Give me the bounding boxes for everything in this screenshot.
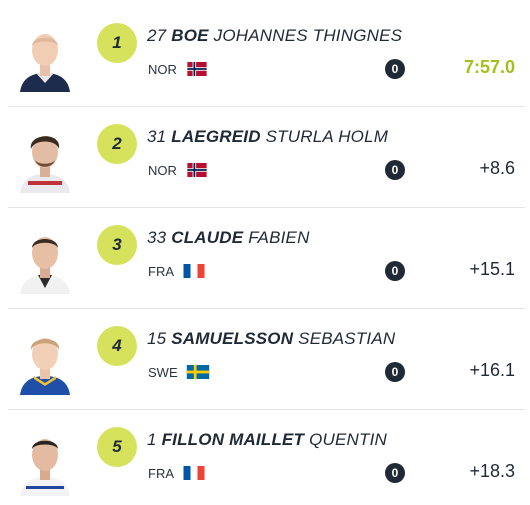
- penalty-badge: 0: [385, 59, 405, 79]
- athlete-name: 33 CLAUDE FABIEN: [147, 228, 310, 248]
- result-row[interactable]: 4 15 SAMUELSSON SEBASTIAN SWE 0 +16.1: [8, 309, 525, 410]
- rank-badge: 4: [97, 326, 137, 366]
- athlete-name: 15 SAMUELSSON SEBASTIAN: [147, 329, 395, 349]
- athlete-avatar: [16, 430, 74, 496]
- country: FRA: [148, 263, 206, 279]
- athlete-avatar: [16, 127, 74, 193]
- norway-flag-icon: [185, 62, 209, 76]
- rank-badge: 3: [97, 225, 137, 265]
- last-name: SAMUELSSON: [171, 329, 294, 348]
- country-code: FRA: [148, 465, 174, 481]
- rank-badge: 1: [97, 23, 137, 63]
- bib-number: 31: [147, 127, 167, 146]
- penalty-badge: 0: [385, 261, 405, 281]
- athlete-avatar: [16, 329, 74, 395]
- bib-number: 15: [147, 329, 167, 348]
- country-code: FRA: [148, 263, 174, 279]
- rank-badge: 5: [97, 427, 137, 467]
- last-name: BOE: [171, 26, 209, 45]
- country: NOR: [148, 162, 209, 178]
- result-time: +15.1: [469, 259, 515, 279]
- result-row[interactable]: 5 1 FILLON MAILLET QUENTIN FRA 0 +18.3: [8, 410, 525, 505]
- first-name: QUENTIN: [309, 430, 387, 449]
- penalty-badge: 0: [385, 463, 405, 483]
- result-time: +8.6: [479, 158, 515, 178]
- athlete-name: 1 FILLON MAILLET QUENTIN: [147, 430, 387, 450]
- last-name: LAEGREID: [171, 127, 261, 146]
- athlete-name: 31 LAEGREID STURLA HOLM: [147, 127, 388, 147]
- sweden-flag-icon: [186, 365, 210, 379]
- last-name: CLAUDE: [171, 228, 244, 247]
- rank-badge: 2: [97, 124, 137, 164]
- result-row[interactable]: 2 31 LAEGREID STURLA HOLM NOR 0 +8.6: [8, 107, 525, 208]
- result-time: +18.3: [469, 461, 515, 481]
- bib-number: 27: [147, 26, 167, 45]
- bib-number: 1: [147, 430, 157, 449]
- first-name: SEBASTIAN: [298, 329, 396, 348]
- athlete-avatar: [16, 228, 74, 294]
- country: SWE: [148, 364, 210, 380]
- result-time: 7:57.0: [463, 57, 515, 77]
- first-name: FABIEN: [248, 228, 310, 247]
- country-code: NOR: [148, 61, 177, 77]
- result-row[interactable]: 1 27 BOE JOHANNES THINGNES NOR 0 7:57.0: [8, 6, 525, 107]
- result-row[interactable]: 3 33 CLAUDE FABIEN FRA 0 +15.1: [8, 208, 525, 309]
- penalty-badge: 0: [385, 362, 405, 382]
- penalty-badge: 0: [385, 160, 405, 180]
- result-time: +16.1: [469, 360, 515, 380]
- france-flag-icon: [182, 466, 206, 480]
- last-name: FILLON MAILLET: [161, 430, 305, 449]
- first-name: JOHANNES THINGNES: [213, 26, 403, 45]
- athlete-avatar: [16, 26, 74, 92]
- country-code: NOR: [148, 162, 177, 178]
- norway-flag-icon: [185, 163, 209, 177]
- first-name: STURLA HOLM: [265, 127, 389, 146]
- country: FRA: [148, 465, 206, 481]
- bib-number: 33: [147, 228, 167, 247]
- country-code: SWE: [148, 364, 178, 380]
- france-flag-icon: [182, 264, 206, 278]
- country: NOR: [148, 61, 209, 77]
- athlete-name: 27 BOE JOHANNES THINGNES: [147, 26, 402, 46]
